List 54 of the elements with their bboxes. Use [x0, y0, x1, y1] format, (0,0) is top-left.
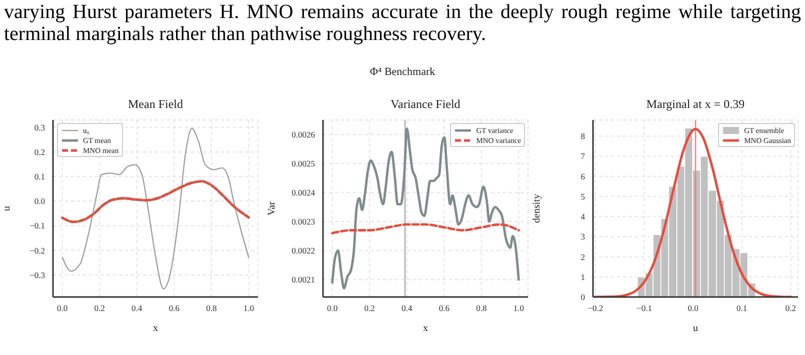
y-tick-label: 0.1 [34, 172, 45, 182]
text: Φ⁴ Benchmark [368, 66, 436, 78]
y-tick-label: 0.0021 [292, 274, 315, 285]
x-tick-label: 0.8 [476, 303, 487, 314]
line-series [331, 128, 520, 290]
x-tick-label: 0.6 [438, 303, 450, 314]
x-tick-label: 0.4 [132, 303, 143, 314]
x-tick-label: 0.2 [785, 303, 796, 314]
y-tick-label: 0.0026 [292, 130, 315, 140]
y-tick-label: 0.0023 [292, 216, 315, 227]
y-axis-title: density [532, 194, 543, 223]
y-tick-label: −0.3 [30, 270, 45, 280]
y-tick-label: 5 [580, 191, 585, 202]
y-tick-label: 2 [580, 252, 585, 262]
line-series [331, 223, 520, 234]
y-tick-label: 3 [580, 232, 585, 242]
x-tick-label: 0.6 [168, 303, 180, 314]
line-series [62, 128, 250, 290]
y-tick-label: 0.0 [34, 196, 45, 206]
text: varying Hurst parameters H. MNO remains accurate in the deeply rough regime while targeting terminal marginals rather than pathwise roughness recovery. [4, 1, 801, 45]
x-tick-label: 0.1 [736, 303, 748, 314]
x-tick-label: 0.8 [206, 303, 217, 314]
x-tick-label: −0.1 [636, 303, 652, 314]
x-tick-label: 0.2 [364, 303, 375, 314]
x-tick-label: 0.4 [402, 303, 413, 314]
x-axis-title: x [153, 323, 158, 334]
y-axis-title: Var [266, 200, 278, 216]
y-tick-label: 8 [580, 131, 585, 142]
x-tick-label: −0.2 [588, 303, 604, 314]
y-tick-label: 0.0022 [292, 246, 315, 256]
y-tick-label: −0.2 [30, 245, 45, 256]
y-tick-label: 0.3 [34, 122, 45, 132]
x-axis-title: u [693, 323, 698, 334]
x-tick-label: 0.0 [688, 303, 698, 314]
x-tick-label: 0.0 [57, 303, 68, 314]
x-axis-title: x [423, 323, 428, 334]
y-tick-label: 0.0024 [292, 188, 316, 198]
y-tick-label: 0.0025 [292, 158, 315, 169]
x-tick-label: 1.0 [513, 303, 524, 314]
y-tick-label: 6 [580, 171, 585, 182]
y-tick-label: 7 [580, 151, 585, 162]
x-tick-label: 0.2 [94, 303, 105, 314]
line-series [594, 128, 792, 297]
chart-title: Mean Field [127, 97, 184, 112]
chart-title: Variance Field [390, 97, 462, 112]
y-tick-label: −0.1 [30, 220, 45, 231]
chart-title: Marginal at x = 0.39 [645, 97, 746, 112]
y-tick-label: 0 [580, 292, 585, 302]
y-tick-label: 1 [580, 272, 585, 282]
y-tick-label: 4 [580, 212, 586, 222]
x-tick-label: 1.0 [243, 303, 254, 314]
y-tick-label: 0.2 [34, 146, 45, 157]
x-tick-label: 0.0 [327, 303, 338, 314]
y-axis-title: u [2, 206, 13, 211]
